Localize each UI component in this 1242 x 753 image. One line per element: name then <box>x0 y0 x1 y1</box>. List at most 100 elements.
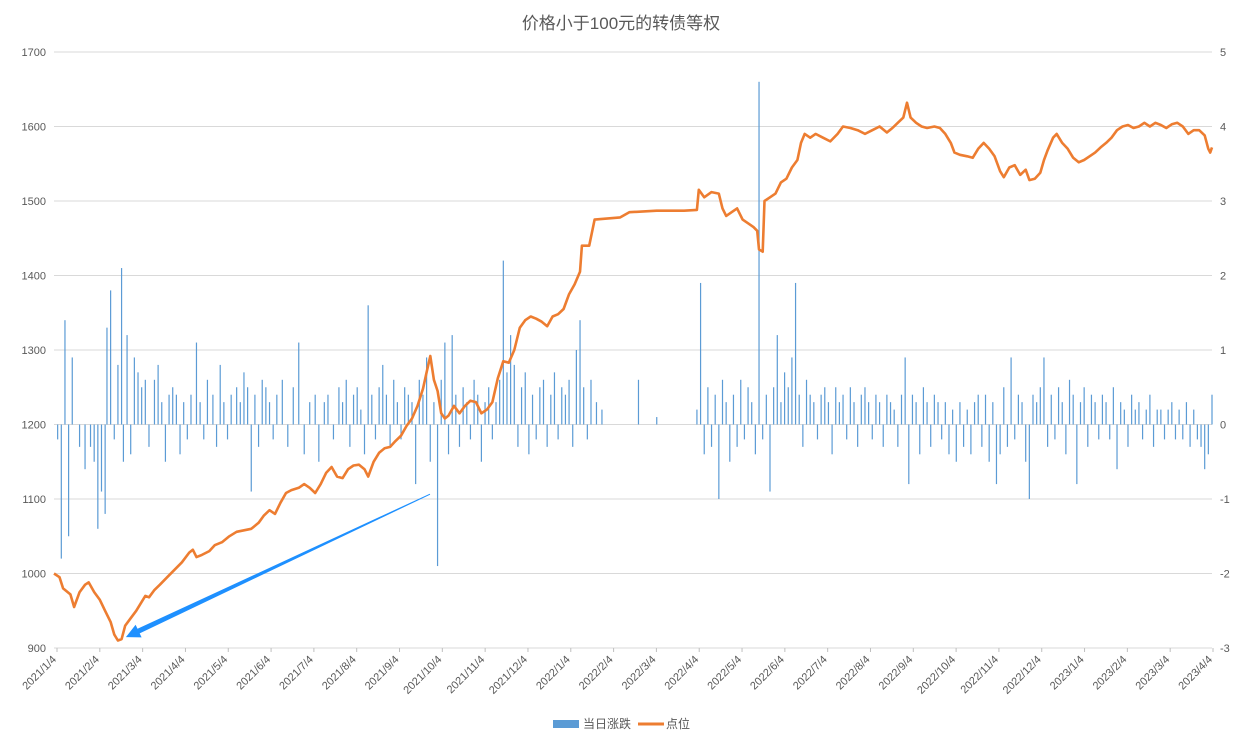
bar-mark <box>710 424 713 447</box>
bar-mark <box>318 424 320 462</box>
bar-mark <box>736 424 738 447</box>
bar-mark <box>1152 424 1155 447</box>
bar-mark <box>999 424 1001 455</box>
bar-mark <box>1054 424 1056 440</box>
x-tick-label: 2021/10/4 <box>401 654 444 697</box>
bar-mark <box>502 260 504 425</box>
bar-mark <box>1025 424 1027 462</box>
bar-mark <box>287 424 289 447</box>
bar-mark <box>168 394 170 425</box>
bar-mark <box>272 424 274 440</box>
bar-mark <box>729 424 731 462</box>
bar-mark <box>1131 394 1133 425</box>
bar-mark <box>955 424 957 462</box>
bar-mark <box>363 424 366 455</box>
bar-mark <box>223 402 225 425</box>
bar-mark <box>787 387 789 425</box>
bar-mark <box>595 402 598 425</box>
legend-label-bar: 当日涨跌 <box>583 716 631 731</box>
bar-mark <box>265 387 267 425</box>
bar-mark <box>831 424 833 455</box>
bar-mark <box>281 379 283 425</box>
annotation <box>125 493 431 638</box>
bar-mark <box>1072 394 1074 425</box>
bar-mark <box>367 305 369 425</box>
bar-mark <box>195 342 198 425</box>
bar-mark <box>1043 357 1045 425</box>
bar-mark <box>794 282 797 425</box>
y-left-tick-label: 1500 <box>22 196 46 208</box>
bar-mark <box>219 364 221 425</box>
bar-mark <box>1090 394 1093 425</box>
bar-mark <box>1010 357 1012 425</box>
bar-mark <box>247 387 249 425</box>
bar-mark <box>992 402 994 425</box>
bar-mark <box>404 387 406 425</box>
bar-mark <box>276 394 278 425</box>
bar-mark <box>973 402 976 425</box>
bar-mark <box>933 394 935 425</box>
bar-mark <box>179 424 181 455</box>
bar-mark <box>743 424 746 440</box>
bar-mark <box>510 335 512 425</box>
bar-mark <box>1116 424 1118 470</box>
y-right-tick-label: 1 <box>1220 345 1226 357</box>
x-tick-label: 2022/2/4 <box>577 654 616 693</box>
bar-mark <box>579 320 581 425</box>
bar-mark <box>352 394 355 425</box>
bar-mark <box>838 402 840 425</box>
bar-mark <box>60 424 62 559</box>
y-right-tick-label: 2 <box>1220 271 1226 283</box>
bar-mark <box>1021 402 1023 425</box>
y-axis-right: -3 -2 -1 0 1 2 3 4 5 <box>1220 47 1230 655</box>
bar-mark <box>1204 424 1206 470</box>
x-tick-label: 2023/4/4 <box>1176 654 1215 693</box>
x-tick-label: 2023/3/4 <box>1134 654 1173 693</box>
bar-mark <box>780 402 782 425</box>
y-axis-left: 900 1000 1100 1200 1300 1400 1500 1600 1700 <box>22 47 46 655</box>
y-left-tick-label: 1200 <box>22 420 46 432</box>
bar-mark <box>199 402 201 425</box>
x-tick-label: 2022/12/4 <box>1001 654 1044 697</box>
bar-mark <box>309 402 311 425</box>
bar-mark <box>586 424 588 440</box>
x-tick-label: 2021/8/4 <box>320 654 359 693</box>
bar-mark <box>141 387 143 425</box>
bar-mark <box>1006 424 1009 447</box>
line-path <box>53 101 1214 642</box>
bar-mark <box>988 424 990 462</box>
bar-mark <box>835 387 837 425</box>
x-tick-label: 2022/4/4 <box>663 654 702 693</box>
bar-mark <box>718 424 720 499</box>
bar-mark <box>480 424 482 462</box>
bar-mark <box>71 357 73 425</box>
bar-mark <box>78 424 81 447</box>
y-left-tick-label: 1000 <box>22 569 46 581</box>
bar-mark <box>776 335 778 425</box>
bar-mark <box>1098 424 1100 440</box>
bar-mark <box>707 387 709 425</box>
bar-mark <box>137 372 139 425</box>
bar-mark <box>126 335 128 425</box>
bar-mark <box>1032 394 1034 425</box>
bar-mark <box>696 409 698 425</box>
bar-mark <box>904 357 906 425</box>
bar-mark <box>332 424 335 440</box>
x-tick-label: 2022/5/4 <box>705 654 744 693</box>
bar-mark <box>122 424 125 462</box>
bar-mark <box>747 387 749 425</box>
bar-mark <box>853 402 855 425</box>
bar-mark <box>215 424 218 447</box>
bar-mark <box>133 357 135 425</box>
bar-mark <box>1141 424 1144 440</box>
bar-mark <box>261 379 263 425</box>
bar-mark <box>725 402 727 425</box>
bar-mark <box>385 394 388 425</box>
bar-mark <box>323 402 325 425</box>
bar-mark <box>1178 409 1180 425</box>
x-tick-label: 2021/2/4 <box>63 654 102 693</box>
x-tick-label: 2022/8/4 <box>834 654 873 693</box>
bar-mark <box>1200 424 1202 447</box>
bar-mark <box>440 379 442 425</box>
bar-mark <box>981 424 983 447</box>
